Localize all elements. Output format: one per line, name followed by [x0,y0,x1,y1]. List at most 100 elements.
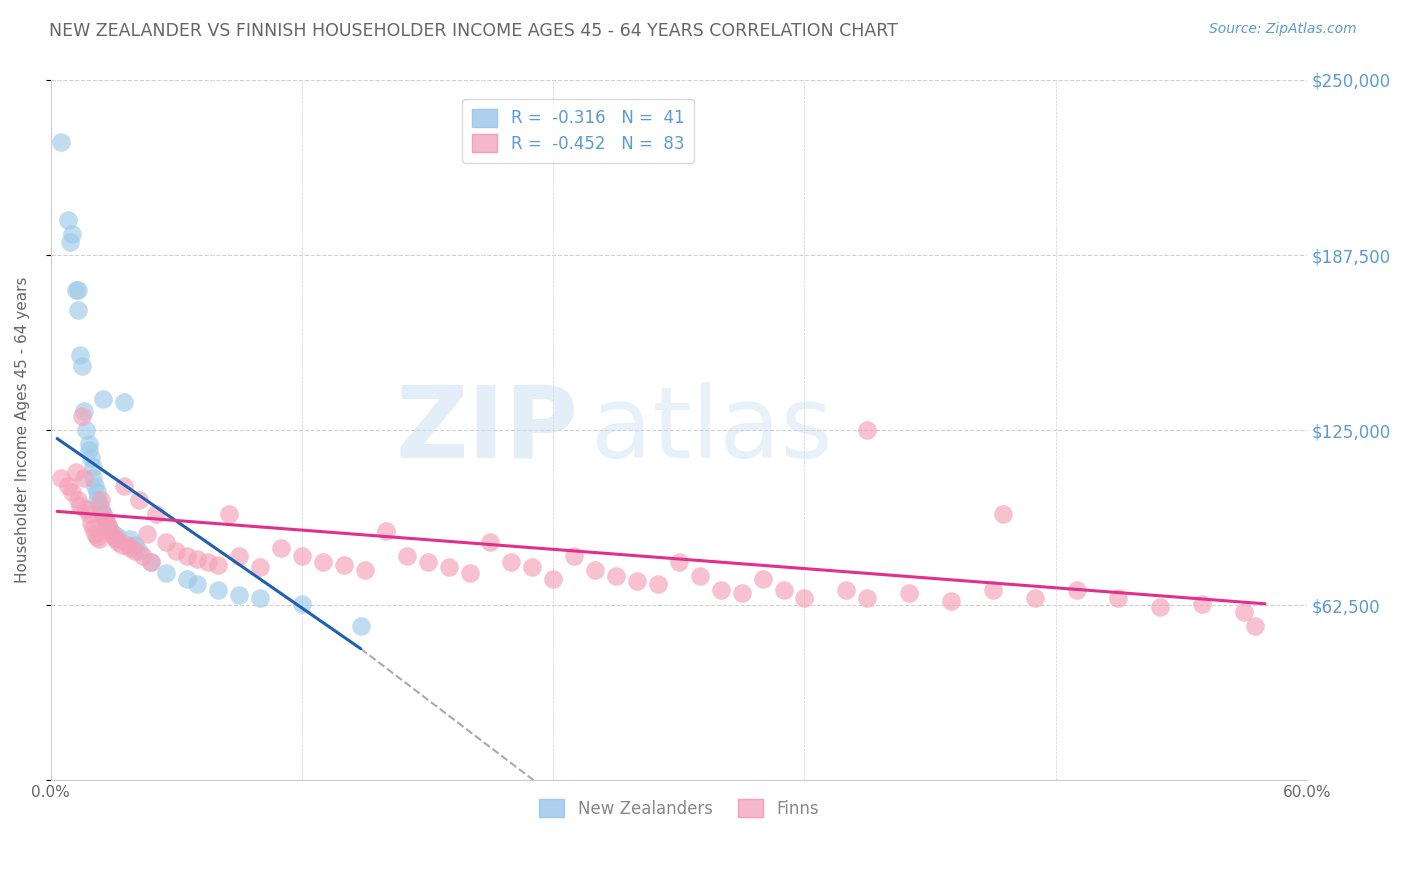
Point [98,521,121,535]
Point [856,423,879,437]
Point [155,535,177,549]
Point [710,582,733,597]
Point [65,465,87,479]
Point [353,563,375,577]
Point [70,359,93,373]
Point [56,213,79,227]
Point [67,283,90,297]
Point [374,524,396,538]
Point [141,555,163,569]
Point [103,530,125,544]
Point [501,555,523,569]
Point [207,582,229,597]
Point [141,555,163,569]
Point [136,526,159,541]
Point [312,555,335,569]
Point [94,513,117,527]
Point [249,591,271,606]
Point [993,507,1015,521]
Point [91,507,114,521]
Point [100,526,122,541]
Point [83,526,105,541]
Point [207,558,229,572]
Point [104,533,127,547]
Point [751,572,773,586]
Point [107,535,129,549]
Point [522,560,544,574]
Point [77,442,100,457]
Point [270,541,292,555]
Point [82,521,104,535]
Point [69,347,91,361]
Point [626,574,648,589]
Point [1191,597,1213,611]
Point [67,493,90,508]
Point [120,541,142,555]
Point [56,479,79,493]
Point [73,471,96,485]
Point [60,227,83,241]
Point [87,533,110,547]
Point [51,135,73,149]
Text: NEW ZEALANDER VS FINNISH HOUSEHOLDER INCOME AGES 45 - 64 YEARS CORRELATION CHART: NEW ZEALANDER VS FINNISH HOUSEHOLDER INC… [49,22,898,40]
Point [541,572,564,586]
Text: Source: ZipAtlas.com: Source: ZipAtlas.com [1209,22,1357,37]
Point [82,471,104,485]
Point [112,479,135,493]
Point [1108,591,1130,606]
Point [1243,619,1265,633]
Point [86,530,108,544]
Point [1024,591,1046,606]
Point [647,577,669,591]
Point [562,549,585,564]
Text: atlas: atlas [591,382,832,479]
Point [107,530,129,544]
Point [112,395,135,409]
Point [939,594,962,608]
Point [249,560,271,574]
Point [75,423,97,437]
Point [120,533,142,547]
Point [70,409,93,424]
Point [67,302,90,317]
Point [898,585,921,599]
Point [835,582,858,597]
Point [83,479,105,493]
Point [583,563,606,577]
Point [981,582,1004,597]
Point [228,549,250,564]
Point [90,493,112,508]
Point [730,585,752,599]
Point [395,549,418,564]
Point [111,538,134,552]
Legend: New Zealanders, Finns: New Zealanders, Finns [533,792,825,824]
Point [176,572,198,586]
Point [96,518,118,533]
Point [479,535,502,549]
Point [124,538,146,552]
Point [458,566,481,580]
Point [793,591,815,606]
Point [65,283,87,297]
Point [197,555,219,569]
Point [69,499,91,513]
Point [59,235,82,250]
Point [605,569,627,583]
Point [87,496,110,510]
Point [90,501,112,516]
Point [1233,605,1256,619]
Point [91,392,114,407]
Point [51,471,73,485]
Point [416,555,439,569]
Point [79,451,101,466]
Point [176,549,198,564]
Point [75,501,97,516]
Point [228,589,250,603]
Point [73,403,96,417]
Point [94,513,117,527]
Point [79,516,101,530]
Point [96,516,118,530]
Point [186,577,208,591]
Point [165,543,187,558]
Point [350,619,373,633]
